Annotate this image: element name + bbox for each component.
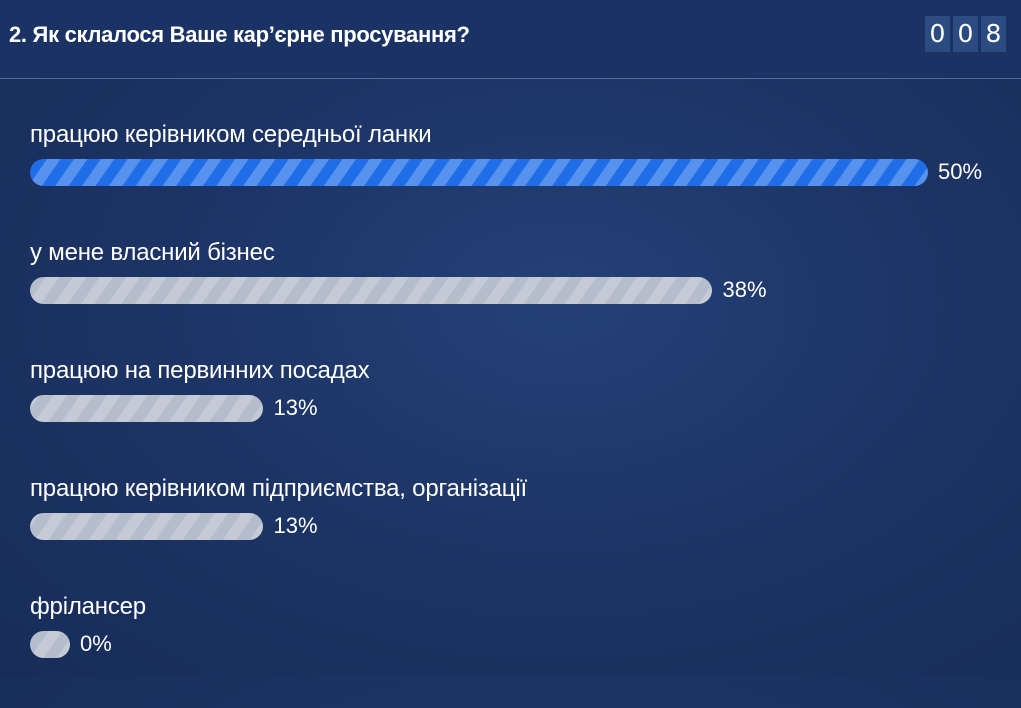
result-row: 38% bbox=[30, 276, 767, 304]
question-title: 2. Як склалося Ваше кар’єрне просування? bbox=[9, 22, 470, 47]
option-label: у мене власний бізнес bbox=[30, 239, 275, 266]
answer-option: фрілансер 0% bbox=[30, 590, 1000, 708]
result-percent: 0% bbox=[80, 631, 112, 656]
answer-option: працюю керівником середньої ланки 50% bbox=[30, 118, 1000, 236]
answer-option: у мене власний бізнес 38% bbox=[30, 236, 1000, 354]
result-bar bbox=[30, 158, 928, 186]
option-label: фрілансер bbox=[30, 593, 146, 620]
result-percent: 13% bbox=[273, 395, 318, 420]
result-percent: 50% bbox=[938, 159, 983, 184]
result-row: 13% bbox=[30, 394, 318, 422]
result-bar bbox=[30, 512, 264, 540]
answer-options: працюю керівником середньої ланки 50% у … bbox=[30, 118, 1000, 708]
option-label: працюю керівником підприємства, організа… bbox=[30, 475, 527, 502]
option-label: працюю на первинних посадах bbox=[30, 357, 370, 384]
answer-option: працюю на первинних посадах 13% bbox=[30, 354, 1000, 472]
counter-digit: 0 bbox=[925, 16, 950, 52]
result-row: 0% bbox=[30, 630, 112, 658]
result-percent: 13% bbox=[273, 513, 318, 538]
counter-digit: 8 bbox=[981, 16, 1006, 52]
result-bar bbox=[30, 630, 70, 658]
counter-digit: 0 bbox=[953, 16, 978, 52]
result-row: 13% bbox=[30, 512, 318, 540]
option-label: працюю керівником середньої ланки bbox=[30, 121, 432, 148]
question-header: 2. Як склалося Ваше кар’єрне просування?… bbox=[0, 0, 1021, 79]
response-counter: 0 0 8 bbox=[925, 16, 1006, 52]
answer-option: працюю керівником підприємства, організа… bbox=[30, 472, 1000, 590]
result-bar bbox=[30, 276, 713, 304]
result-bar bbox=[30, 394, 264, 422]
result-percent: 38% bbox=[722, 277, 767, 302]
result-row: 50% bbox=[30, 158, 982, 186]
